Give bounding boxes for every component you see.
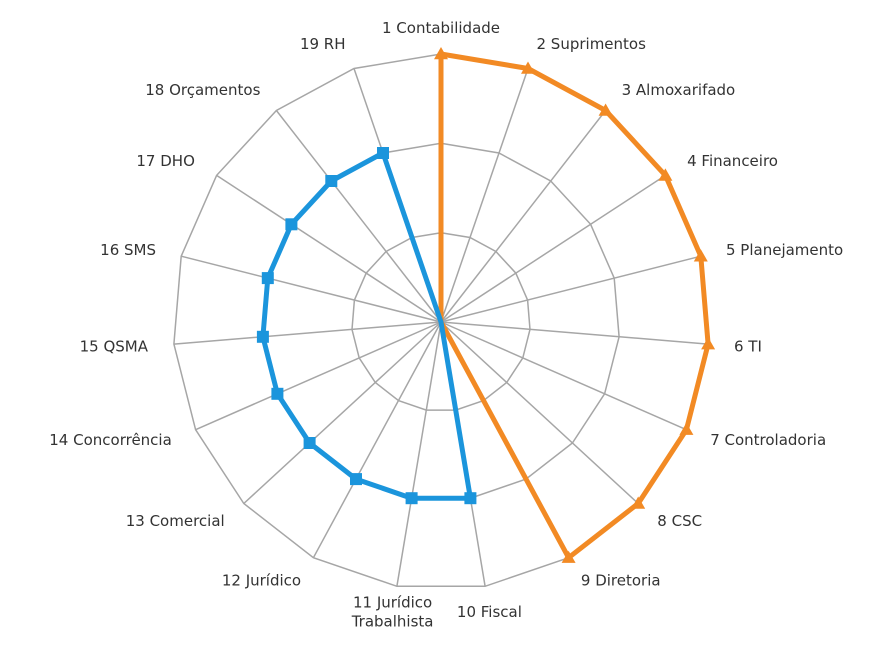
category-label-16: 16 SMS <box>100 241 156 259</box>
series-1-line <box>438 51 711 561</box>
series-2-point-15 <box>256 330 269 343</box>
category-label-17: 17 DHO <box>136 152 195 170</box>
series-1-point-3 <box>598 103 613 116</box>
series-1-point-8 <box>631 496 646 509</box>
spoke-17 <box>216 174 442 323</box>
spoke-13 <box>243 321 442 505</box>
spoke-8 <box>440 321 639 505</box>
series-2-point-14 <box>271 387 284 400</box>
spoke-11 <box>396 321 442 587</box>
radar-series <box>256 47 716 563</box>
series-2-point-16 <box>261 272 274 285</box>
spoke-14 <box>195 321 442 431</box>
series-2-point-12 <box>350 473 362 486</box>
spoke-7 <box>440 321 687 431</box>
category-label-2: 2 Suprimentos <box>537 35 647 53</box>
series-1-point-7 <box>679 422 694 435</box>
category-label-10: 10 Fiscal <box>457 603 522 621</box>
spoke-12 <box>312 321 442 559</box>
category-label-14: 14 Concorrência <box>49 431 172 449</box>
series-1-point-1 <box>434 47 448 60</box>
series-2-point-17 <box>285 218 298 231</box>
series-1-point-9 <box>561 550 576 563</box>
series-1-point-2 <box>521 61 535 74</box>
series-1-point-6 <box>701 337 716 350</box>
series-2-point-13 <box>303 437 316 449</box>
spoke-18 <box>275 110 442 323</box>
category-label-5: 5 Planejamento <box>726 241 843 259</box>
series-1-point-4 <box>658 168 673 181</box>
spoke-16 <box>181 255 442 323</box>
series-2-line <box>260 150 473 501</box>
series-2-point-11 <box>405 492 418 505</box>
spoke-2 <box>440 68 529 323</box>
spoke-15 <box>173 321 442 345</box>
series-2-point-10 <box>464 492 477 505</box>
grid-ring-1 <box>351 231 531 411</box>
spoke-5 <box>440 255 701 323</box>
category-label-1: 1 Contabilidade <box>382 19 500 37</box>
category-label-11: 11 Jurídico Trabalhista <box>351 594 434 631</box>
category-label-15: 15 QSMA <box>80 337 149 355</box>
category-label-4: 4 Financeiro <box>687 152 778 170</box>
category-label-6: 6 TI <box>734 337 762 355</box>
series-2-point-18 <box>325 175 338 187</box>
category-label-12: 12 Jurídico <box>222 572 301 590</box>
category-label-18: 18 Orçamentos <box>145 81 260 99</box>
category-label-7: 7 Controladoria <box>710 431 826 449</box>
spoke-3 <box>440 110 607 323</box>
spoke-4 <box>440 174 666 323</box>
spoke-6 <box>440 321 709 345</box>
category-label-3: 3 Almoxarifado <box>622 81 736 99</box>
category-label-8: 8 CSC <box>657 512 702 530</box>
category-label-13: 13 Comercial <box>126 512 225 530</box>
category-label-19: 19 RH <box>300 35 346 53</box>
category-label-9: 9 Diretoria <box>581 572 661 590</box>
series-1-point-5 <box>693 249 708 262</box>
series-2-point-19 <box>377 147 389 159</box>
category-labels: 1 Contabilidade 2 Suprimentos 3 Almoxarifa… <box>49 19 843 631</box>
